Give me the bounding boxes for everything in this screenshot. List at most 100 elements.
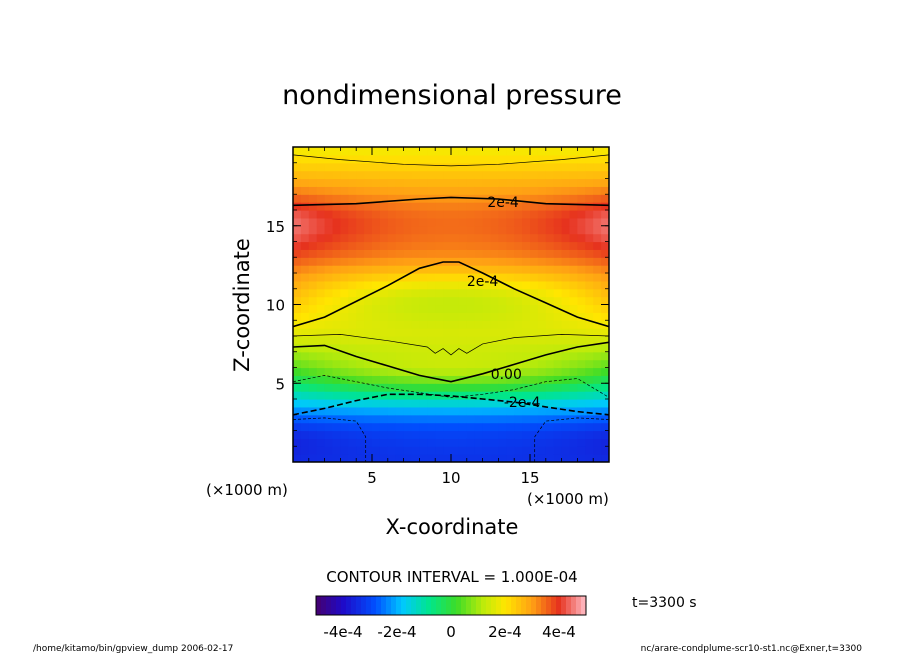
- field-cell: [458, 178, 468, 187]
- field-cell: [474, 288, 484, 298]
- field-cell: [379, 312, 389, 321]
- field-cell: [451, 296, 460, 306]
- field-cell: [601, 265, 609, 274]
- field-cell: [593, 241, 602, 250]
- field-cell: [387, 430, 397, 439]
- field-cell: [387, 154, 397, 164]
- field-cell: [585, 233, 594, 243]
- field-cell: [316, 257, 326, 266]
- field-cell: [451, 288, 460, 298]
- field-cell: [593, 162, 602, 172]
- field-cell: [601, 194, 609, 203]
- colorbar-cell: [346, 596, 352, 615]
- field-cell: [553, 438, 563, 447]
- field-cell: [300, 265, 310, 274]
- field-cell: [324, 351, 334, 361]
- field-cell: [577, 162, 586, 172]
- field-cell: [293, 170, 302, 180]
- field-cell: [506, 312, 515, 321]
- field-cell: [601, 162, 609, 172]
- field-cell: [356, 257, 365, 266]
- colorbar-cell: [376, 596, 382, 615]
- field-cell: [372, 399, 381, 408]
- x-tick-label: 10: [441, 469, 460, 487]
- field-cell: [411, 288, 420, 298]
- field-cell: [553, 359, 563, 369]
- field-cell: [395, 383, 405, 392]
- field-cell: [514, 414, 523, 424]
- field-cell: [427, 351, 436, 361]
- field-cell: [474, 336, 484, 345]
- field-cell: [466, 186, 476, 195]
- field-cell: [514, 328, 523, 337]
- field-cell: [387, 170, 397, 180]
- field-cell: [364, 351, 373, 361]
- field-cell: [387, 241, 397, 250]
- field-cell: [340, 414, 349, 424]
- field-cell: [372, 454, 381, 462]
- field-cell: [466, 288, 476, 298]
- field-cell: [482, 446, 492, 455]
- field-cell: [435, 351, 444, 361]
- field-cell: [356, 343, 365, 353]
- field-cell: [530, 225, 539, 235]
- field-cell: [466, 170, 476, 180]
- field-cell: [308, 399, 318, 408]
- field-cell: [530, 304, 539, 313]
- field-cell: [585, 217, 594, 227]
- field-cell: [372, 186, 381, 195]
- field-cell: [482, 430, 492, 439]
- field-cell: [356, 312, 365, 321]
- field-cell: [601, 312, 609, 321]
- field-cell: [435, 241, 444, 250]
- field-cell: [308, 312, 318, 321]
- field-cell: [332, 217, 341, 227]
- field-cell: [387, 257, 397, 266]
- field-cell: [395, 414, 405, 424]
- field-cell: [553, 336, 563, 345]
- contour-line: [293, 417, 367, 462]
- colorbar-label: -4e-4: [323, 623, 362, 641]
- field-cell: [340, 422, 349, 432]
- field-cell: [537, 383, 547, 392]
- field-cell: [474, 391, 484, 400]
- field-cell: [372, 304, 381, 313]
- field-cell: [435, 147, 444, 156]
- field-cell: [443, 367, 452, 376]
- field-cell: [537, 249, 547, 258]
- field-cell: [348, 233, 357, 243]
- field-cell: [537, 446, 547, 455]
- field-cell: [316, 383, 326, 392]
- field-cell: [506, 438, 515, 447]
- field-cell: [403, 383, 413, 392]
- field-cell: [300, 170, 310, 180]
- field-cell: [506, 257, 515, 266]
- field-cell: [372, 406, 381, 416]
- field-cell: [435, 414, 444, 424]
- colorbar-cell: [356, 596, 362, 615]
- field-cell: [316, 241, 326, 250]
- field-cell: [293, 225, 302, 235]
- colorbar-cell: [536, 596, 542, 615]
- field-cell: [403, 178, 413, 187]
- field-cell: [530, 399, 539, 408]
- field-cell: [601, 241, 609, 250]
- field-cell: [474, 170, 484, 180]
- field-cell: [514, 430, 523, 439]
- field-cell: [372, 414, 381, 424]
- field-cell: [458, 430, 468, 439]
- field-cell: [474, 454, 484, 462]
- field-cell: [308, 233, 318, 243]
- contour-label: 2e-4: [467, 274, 499, 290]
- field-cell: [300, 304, 310, 313]
- field-cell: [300, 454, 310, 462]
- field-cell: [561, 265, 571, 274]
- field-cell: [300, 367, 310, 376]
- field-cell: [419, 241, 428, 250]
- field-cell: [379, 257, 389, 266]
- field-cell: [514, 265, 523, 274]
- field-cell: [537, 162, 547, 172]
- field-cell: [506, 210, 515, 219]
- field-cell: [553, 446, 563, 455]
- field-cell: [530, 328, 539, 337]
